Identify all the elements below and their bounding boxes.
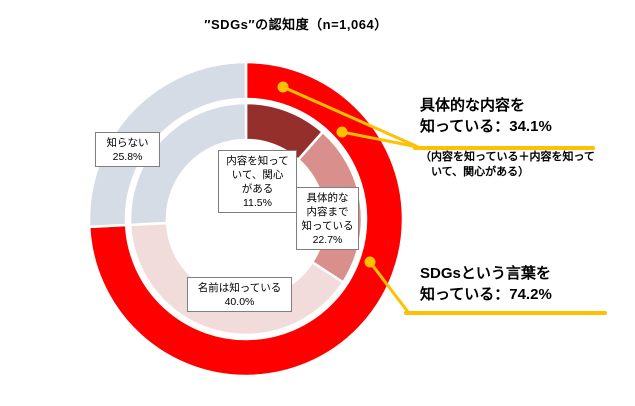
callout-dot (364, 256, 376, 268)
callout-leader-line (281, 85, 418, 148)
segment-label-naiyo-kanshin: 内容を知って いて、関心 がある 11.5% (218, 150, 297, 213)
callout-leader-line (340, 130, 420, 149)
callout-specific-note: （内容を知っている＋内容を知って いて、関心がある） (420, 151, 595, 178)
callout-dot (336, 126, 348, 138)
segment-label-shiranai: 知らない 25.8% (95, 132, 160, 167)
callout-word-line2: 知っている：74.2% (420, 286, 552, 303)
callout-specific-content: 具体的な内容を 知っている：34.1% （内容を知っている＋内容を知って いて、… (420, 95, 630, 180)
donut-segment-outer (87, 60, 405, 378)
callout-word-known: SDGsという言葉を 知っている：74.2% (420, 263, 630, 305)
callout-specific-line1: 具体的な内容を (420, 97, 526, 114)
callout-word-line1: SDGsという言葉を (420, 265, 551, 282)
donut-segment-inner (128, 101, 248, 227)
callout-dot (277, 81, 289, 93)
callout-specific-line2: 知っている：34.1% (420, 118, 552, 135)
callout-leader-line (368, 260, 410, 314)
segment-label-gutaiteki: 具体的な 内容まで 知っている 22.7% (296, 187, 359, 250)
chart-title: ″SDGs″の認知度（n=1,064） (204, 17, 388, 32)
segment-label-namae: 名前は知っている 40.0% (187, 277, 292, 312)
